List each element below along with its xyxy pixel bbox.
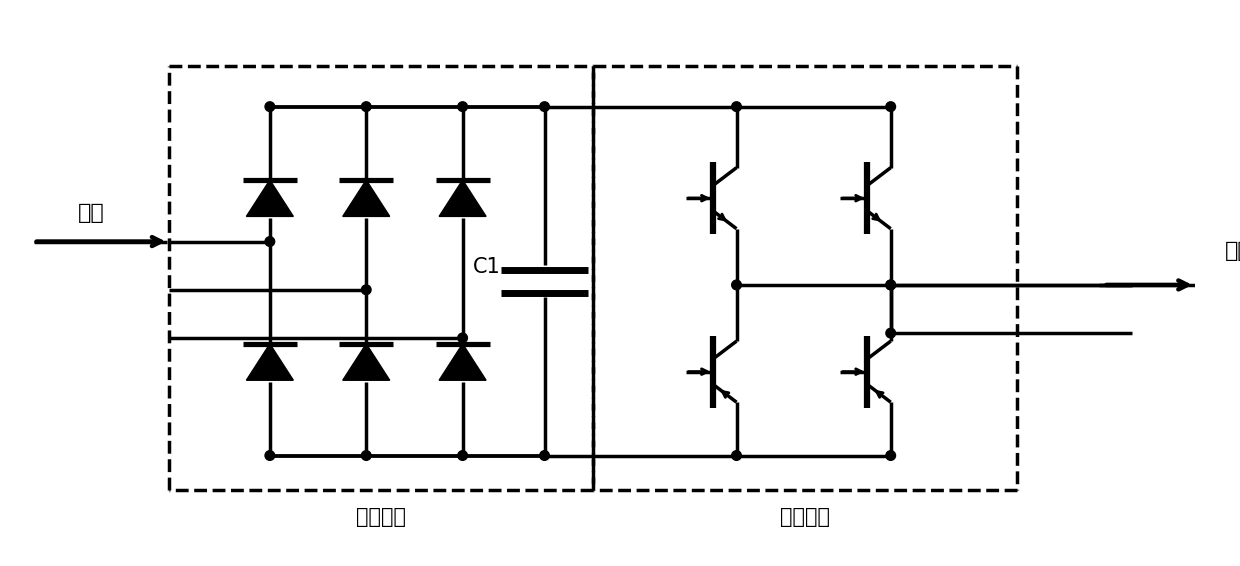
Circle shape — [732, 451, 742, 460]
Polygon shape — [342, 180, 389, 216]
Text: 输出: 输出 — [1225, 241, 1240, 261]
Circle shape — [885, 280, 895, 290]
Circle shape — [732, 280, 742, 290]
Text: C1: C1 — [472, 256, 501, 277]
Polygon shape — [439, 180, 486, 216]
Circle shape — [885, 328, 895, 338]
Circle shape — [458, 333, 467, 343]
Circle shape — [885, 451, 895, 460]
Circle shape — [361, 285, 371, 294]
Circle shape — [539, 451, 549, 460]
Polygon shape — [247, 180, 294, 216]
Circle shape — [458, 102, 467, 112]
Text: 输入: 输入 — [78, 203, 105, 222]
Circle shape — [885, 102, 895, 112]
Circle shape — [361, 451, 371, 460]
Circle shape — [265, 102, 275, 112]
Polygon shape — [342, 344, 389, 380]
Polygon shape — [439, 344, 486, 380]
Circle shape — [265, 237, 275, 246]
Text: 逆变回路: 逆变回路 — [780, 507, 830, 527]
Circle shape — [539, 102, 549, 112]
Circle shape — [361, 102, 371, 112]
Text: 整流回路: 整流回路 — [356, 507, 405, 527]
Circle shape — [265, 451, 275, 460]
Circle shape — [885, 280, 895, 290]
Circle shape — [732, 102, 742, 112]
Polygon shape — [247, 344, 294, 380]
Circle shape — [458, 451, 467, 460]
